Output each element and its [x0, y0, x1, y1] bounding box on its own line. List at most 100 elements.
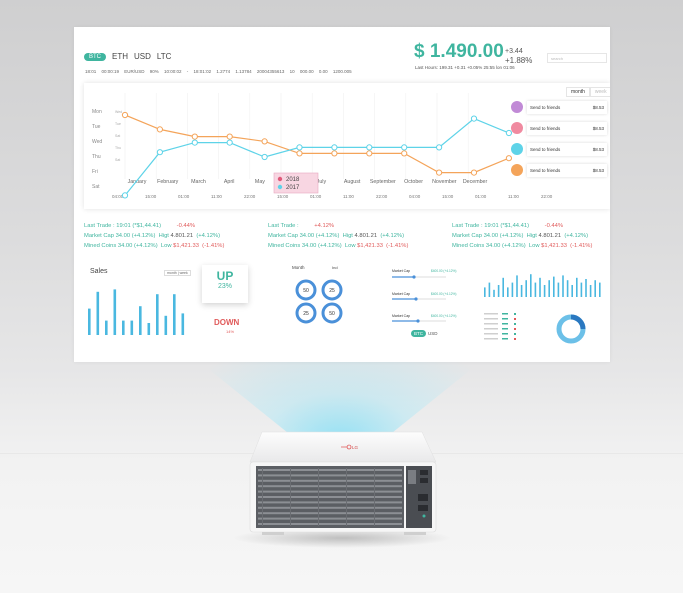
y-inner-label: Wed [115, 110, 122, 114]
mini-row-indicator [514, 328, 516, 330]
slider-thumb [414, 297, 418, 301]
friend-row[interactable]: Send to friends $8.53 [511, 139, 607, 159]
btc-usd-toggle: BTC USD [411, 330, 438, 337]
projector-shadow [232, 528, 452, 548]
mini-bar [585, 279, 587, 297]
stats-row: Last Trade : 19:01 (*$1,44.41) -0.44% Mar… [84, 221, 610, 253]
friend-card: Send to friends $8.53 [527, 122, 607, 135]
mini-bar [539, 277, 541, 297]
projector-lens-window [408, 470, 416, 484]
mini-bar [502, 277, 504, 297]
search-input[interactable]: search [547, 53, 607, 63]
mini-bar [493, 289, 495, 297]
time-tick-label: 01:00 [475, 194, 487, 199]
friend-card: Send to friends $8.53 [527, 164, 607, 177]
vent-divider [290, 468, 291, 526]
friend-row[interactable]: Send to friends $8.53 [511, 97, 607, 117]
last-hours: Last Hours: 199.31 +0.31 +0.05% 25:55 lo… [415, 65, 515, 70]
stats-column: Last Trade : +4.12% Market Cap 34.00 (+4.… [268, 221, 408, 251]
mini-bar [548, 280, 550, 297]
mini-bar [553, 276, 555, 297]
mini-bar [594, 280, 596, 297]
tab-btc[interactable]: BTC [84, 52, 106, 61]
market-cap-line: Market Cap 34.00 (+4.12%) Higt 4.801.21 … [84, 233, 221, 239]
sales-bar [139, 306, 142, 335]
mined-coins-line: Mined Coins 34.00 (+4.12%) Low $1,421.33… [84, 243, 225, 249]
mini-bar [520, 285, 523, 297]
data-point-2017 [470, 115, 478, 122]
ticker-strip: 18:01 00:00:19 EUR/USD 90% 10:00:02 - 18… [85, 69, 352, 74]
donut-value: 50 [329, 311, 335, 317]
sales-bar [96, 291, 100, 335]
data-point-2017 [121, 192, 129, 199]
mini-row-value [502, 328, 508, 330]
mini-bar [511, 282, 514, 297]
time-tick-label: 15:00 [277, 194, 289, 199]
mini-row [484, 328, 498, 330]
legend-dot-2018 [277, 176, 283, 182]
slider-thumb [412, 275, 416, 279]
friend-amount: $8.53 [592, 146, 604, 152]
friend-name: Send to friends [530, 125, 561, 131]
line-chart: Mon Tue Wed Thu Fri Sat Wed Tue Sat Thu Sat January… [92, 93, 553, 199]
y-tick-label: Tue [92, 124, 101, 130]
friend-name: Send to friends [530, 104, 561, 110]
time-tick-label: 15:00 [442, 194, 454, 199]
last-trade-line: Last Trade : +4.12% [268, 223, 335, 229]
friend-avatar [511, 122, 523, 134]
donut-value: 50 [303, 288, 309, 294]
toggle-week[interactable]: week [589, 87, 610, 97]
mini-bar [497, 285, 500, 297]
io-port-6 [422, 514, 426, 518]
mini-row [484, 318, 498, 320]
y-tick-label: Fri [92, 169, 98, 175]
x-tick-label: May [255, 179, 265, 185]
mined-coins-line: Mined Coins 34.00 (+4.12%) Low $1,421.33… [268, 243, 409, 249]
x-tick-label: March [191, 179, 206, 185]
tab-ltc[interactable]: LTC [156, 52, 172, 61]
data-point-2017 [366, 144, 373, 151]
stats-column: Last Trade : 19:01 (*$1,44.41) -0.44% Mar… [84, 221, 224, 251]
vent-slat [258, 490, 402, 493]
mini-bar [507, 287, 509, 297]
data-point-2018 [121, 111, 129, 119]
time-tick-label: 11:00 [211, 194, 222, 199]
slider-val-2: $400.00 (+4.12%) [431, 292, 457, 296]
friend-card: Send to friends $8.53 [527, 101, 607, 114]
y-inner-label: Tue [115, 122, 121, 126]
x-tick-label: July [317, 179, 327, 185]
mini-row-value [502, 323, 508, 325]
time-tick-label: 22:00 [244, 194, 256, 199]
last-trade-line: Last Trade : 19:01 (*$1,44.41) -0.44% [452, 223, 564, 229]
vent-slat [258, 485, 402, 488]
slider-thumb [416, 319, 420, 323]
sales-bar [88, 308, 91, 335]
donut-value: 25 [329, 288, 335, 294]
friend-card: Send to friends $8.53 [527, 143, 607, 156]
tab-usd[interactable]: USD [134, 52, 151, 61]
io-port-3 [418, 494, 428, 501]
slider-label-2: Market Cap [392, 292, 411, 296]
io-port-4 [418, 505, 428, 511]
y-tick-label: Sat [92, 184, 100, 190]
data-point-2017 [156, 149, 164, 156]
mini-bar [543, 285, 546, 297]
mini-row-value [502, 313, 508, 315]
sales-toggle[interactable]: month | week [164, 270, 191, 276]
vent-slat [258, 501, 402, 504]
toggle-month[interactable]: month [566, 87, 590, 97]
usd-toggle[interactable]: USD [428, 331, 438, 336]
vent-slat [258, 479, 402, 482]
mini-bar [589, 285, 592, 297]
friend-row[interactable]: Send to friends $8.53 [511, 118, 607, 138]
data-point-2018 [191, 133, 198, 140]
projected-screen: BTC ETH USD LTC 18:01 00:00:19 EUR/USD 9… [74, 27, 610, 362]
y-inner-label: Thu [115, 146, 121, 150]
btc-toggle[interactable]: BTC [411, 330, 426, 337]
price-change-abs: +3.44 [505, 48, 523, 55]
mini-row-value [502, 318, 508, 320]
friend-row[interactable]: Send to friends $8.53 [511, 160, 607, 180]
data-point-2018 [505, 155, 512, 162]
tab-eth[interactable]: ETH [112, 52, 128, 61]
sales-bar [173, 294, 176, 335]
